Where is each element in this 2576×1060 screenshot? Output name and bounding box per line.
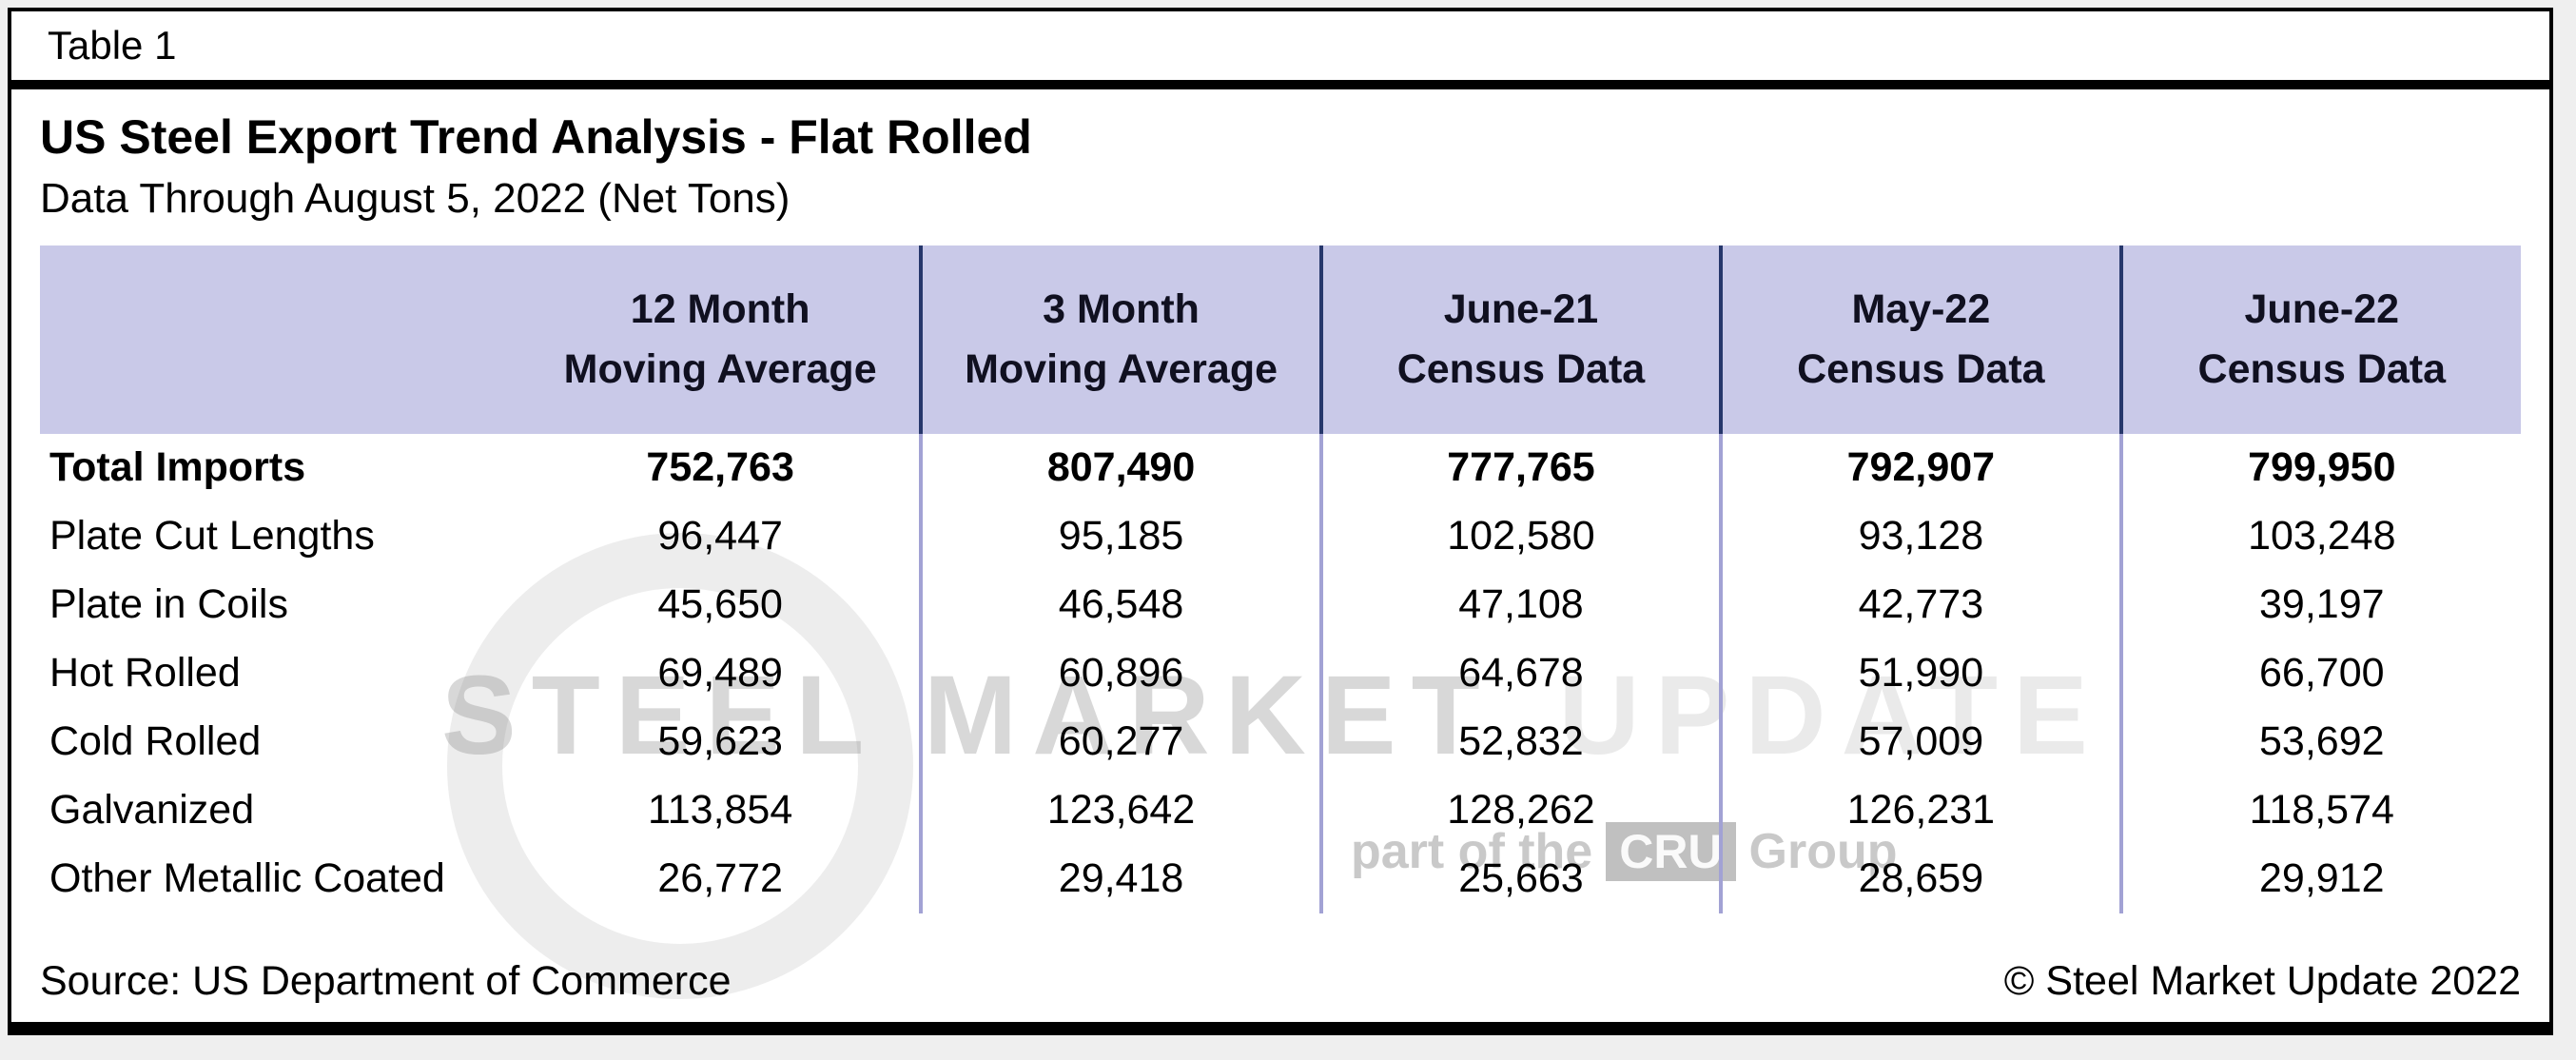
table-cell: 113,854 [520, 775, 924, 845]
source-note: Source: US Department of Commerce [40, 958, 732, 1004]
column-header-line: Census Data [1396, 345, 1646, 392]
row-label: Plate Cut Lengths [49, 513, 375, 559]
row-label: Plate in Coils [49, 581, 288, 627]
column-header-may-22: May-22 Census Data [1721, 245, 2123, 434]
table-cell: 93,128 [1721, 501, 2123, 571]
page-title: US Steel Export Trend Analysis - Flat Ro… [40, 110, 1032, 164]
table-cell: 792,907 [1721, 433, 2123, 502]
column-header-line: June-21 [1443, 286, 1599, 333]
column-header-line: Census Data [2197, 345, 2447, 392]
table-cell: 96,447 [520, 501, 924, 571]
row-label: Other Metallic Coated [49, 855, 445, 901]
table-cell: 39,197 [2259, 581, 2385, 627]
row-label: Hot Rolled [49, 650, 241, 696]
column-header-june-21: June-21 Census Data [1320, 245, 1724, 434]
column-header-line: Moving Average [563, 345, 877, 392]
table-cell: 46,548 [921, 570, 1323, 639]
table-cell: 53,692 [2259, 718, 2385, 764]
copyright-note: © Steel Market Update 2022 [2003, 958, 2521, 1004]
table-row-plate-in-coils: Plate in Coils 45,650 46,548 47,108 42,7… [40, 570, 2521, 639]
column-header-line: 12 Month [630, 286, 810, 333]
table-row-cold-rolled: Cold Rolled 59,623 60,277 52,832 57,009 … [40, 707, 2521, 776]
column-header-line: Moving Average [965, 345, 1278, 392]
table-caption-label: Table 1 [48, 23, 177, 68]
table-cell: 66,700 [2259, 650, 2385, 696]
table-cell: 102,580 [1320, 501, 1724, 571]
header-empty-cell [40, 245, 521, 434]
table-caption-strip: Table 1 [11, 11, 2549, 89]
table-cell: 799,950 [2248, 444, 2396, 490]
column-header-line: 3 Month [1043, 286, 1200, 333]
column-header-line: June-22 [2244, 286, 2400, 333]
table-cell: 51,990 [1721, 638, 2123, 708]
table-cell: 95,185 [921, 501, 1323, 571]
table-cell: 60,896 [921, 638, 1323, 708]
table-cell: 57,009 [1721, 707, 2123, 776]
table-cell: 25,663 [1320, 844, 1724, 913]
table-row-galvanized: Galvanized 113,854 123,642 128,262 126,2… [40, 775, 2521, 845]
table-footer: Source: US Department of Commerce © Stee… [40, 958, 2521, 1005]
table-cell: 29,912 [2259, 855, 2385, 901]
table-row-other-metallic-coated: Other Metallic Coated 26,772 29,418 25,6… [40, 844, 2521, 913]
table-cell: 752,763 [520, 433, 924, 502]
table-cell: 42,773 [1721, 570, 2123, 639]
table-cell: 47,108 [1320, 570, 1724, 639]
table-cell: 128,262 [1320, 775, 1724, 845]
table-cell: 777,765 [1320, 433, 1724, 502]
row-label: Galvanized [49, 787, 255, 833]
data-table: 12 Month Moving Average 3 Month Moving A… [40, 245, 2521, 913]
column-header-3-month: 3 Month Moving Average [921, 245, 1323, 434]
table-frame: Table 1 STEEL MARKET UPDATE part of the … [8, 8, 2553, 1035]
row-label: Cold Rolled [49, 718, 262, 764]
table-cell: 118,574 [2249, 787, 2394, 833]
table-row-total-imports: Total Imports 752,763 807,490 777,765 79… [40, 433, 2521, 502]
table-cell: 52,832 [1320, 707, 1724, 776]
column-header-line: May-22 [1851, 286, 1991, 333]
table-cell: 45,650 [520, 570, 924, 639]
table-cell: 28,659 [1721, 844, 2123, 913]
table-cell: 29,418 [921, 844, 1323, 913]
table-cell: 26,772 [520, 844, 924, 913]
table-row-hot-rolled: Hot Rolled 69,489 60,896 64,678 51,990 6… [40, 638, 2521, 708]
table-cell: 64,678 [1320, 638, 1724, 708]
table-content: US Steel Export Trend Analysis - Flat Ro… [11, 89, 2549, 913]
table-cell: 69,489 [520, 638, 924, 708]
row-label: Total Imports [49, 444, 306, 490]
table-cell: 60,277 [921, 707, 1323, 776]
table-row-plate-cut-lengths: Plate Cut Lengths 96,447 95,185 102,580 … [40, 501, 2521, 571]
page-subtitle: Data Through August 5, 2022 (Net Tons) [40, 174, 790, 222]
header-row: 12 Month Moving Average 3 Month Moving A… [40, 245, 2521, 434]
table-cell: 103,248 [2248, 513, 2396, 559]
column-header-june-22: June-22 Census Data [2120, 245, 2521, 434]
column-header-line: Census Data [1797, 345, 2045, 392]
table-cell: 126,231 [1721, 775, 2123, 845]
table-cell: 807,490 [921, 433, 1323, 502]
table-cell: 59,623 [520, 707, 924, 776]
table-cell: 123,642 [921, 775, 1323, 845]
column-header-12-month: 12 Month Moving Average [520, 245, 924, 434]
